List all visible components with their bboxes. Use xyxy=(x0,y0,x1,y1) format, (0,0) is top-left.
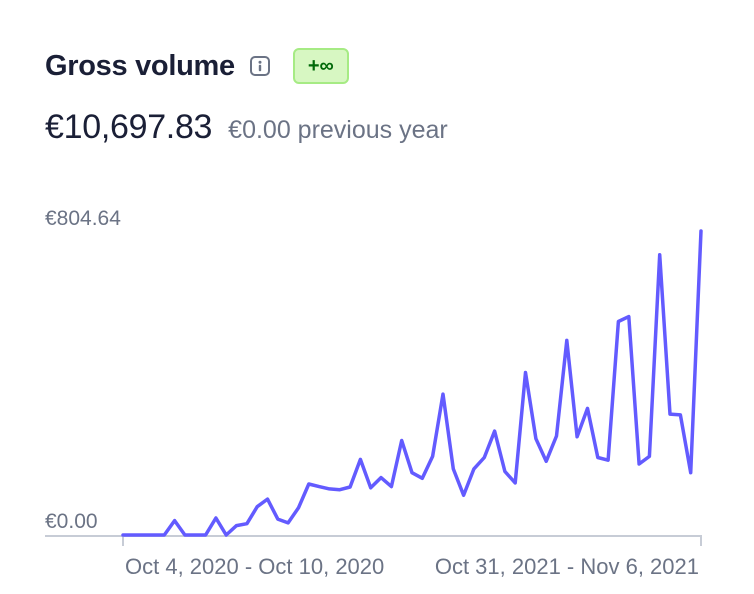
data-point[interactable] xyxy=(148,529,160,541)
data-point[interactable] xyxy=(582,402,594,414)
series-group xyxy=(117,225,707,541)
data-point[interactable] xyxy=(520,367,532,379)
data-point[interactable] xyxy=(509,477,521,489)
data-point[interactable] xyxy=(437,388,449,400)
previous-year-value: €0.00 previous year xyxy=(228,116,448,144)
data-point[interactable] xyxy=(117,529,129,541)
data-point[interactable] xyxy=(561,334,573,346)
data-point[interactable] xyxy=(427,450,439,462)
data-point[interactable] xyxy=(406,467,418,479)
data-point[interactable] xyxy=(272,513,284,525)
data-point[interactable] xyxy=(447,463,459,475)
data-point[interactable] xyxy=(169,515,181,527)
data-point[interactable] xyxy=(489,425,501,437)
data-point[interactable] xyxy=(200,529,212,541)
data-point[interactable] xyxy=(189,529,201,541)
data-point[interactable] xyxy=(344,481,356,493)
data-point[interactable] xyxy=(396,435,408,447)
data-point[interactable] xyxy=(685,467,697,479)
data-point[interactable] xyxy=(602,454,614,466)
data-point[interactable] xyxy=(530,433,542,445)
data-point[interactable] xyxy=(313,481,325,493)
x-axis-start-label: Oct 4, 2020 - Oct 10, 2020 xyxy=(125,554,384,579)
data-point[interactable] xyxy=(674,409,686,421)
data-point[interactable] xyxy=(695,225,707,237)
data-point[interactable] xyxy=(499,466,511,478)
data-point[interactable] xyxy=(158,529,170,541)
data-point[interactable] xyxy=(262,493,274,505)
data-point[interactable] xyxy=(354,453,366,465)
data-point[interactable] xyxy=(592,452,604,464)
data-point[interactable] xyxy=(385,481,397,493)
data-point[interactable] xyxy=(210,512,222,524)
data-point[interactable] xyxy=(468,463,480,475)
x-axis-end-label: Oct 31, 2021 - Nov 6, 2021 xyxy=(435,554,699,579)
summary-row: €10,697.83 €0.00 previous year xyxy=(45,108,448,147)
data-point[interactable] xyxy=(571,431,583,443)
chart-header: Gross volume +∞ xyxy=(45,48,349,84)
data-point[interactable] xyxy=(664,408,676,420)
data-point[interactable] xyxy=(643,450,655,462)
data-point[interactable] xyxy=(540,455,552,467)
data-point[interactable] xyxy=(365,482,377,494)
data-point[interactable] xyxy=(220,529,232,541)
data-point[interactable] xyxy=(375,472,387,484)
data-point[interactable] xyxy=(623,311,635,323)
data-point[interactable] xyxy=(241,518,253,530)
data-point[interactable] xyxy=(633,458,645,470)
data-point[interactable] xyxy=(251,501,263,513)
y-axis-max-label: €804.64 xyxy=(45,207,121,230)
data-point[interactable] xyxy=(416,472,428,484)
data-point[interactable] xyxy=(458,489,470,501)
data-point[interactable] xyxy=(282,517,294,529)
data-point[interactable] xyxy=(612,316,624,328)
data-point[interactable] xyxy=(654,249,666,261)
data-point[interactable] xyxy=(179,529,191,541)
data-point[interactable] xyxy=(231,520,243,532)
data-point[interactable] xyxy=(478,452,490,464)
current-value: €10,697.83 xyxy=(45,108,213,146)
y-axis-min-label: €0.00 xyxy=(45,510,98,533)
data-point[interactable] xyxy=(323,483,335,495)
gross-volume-line xyxy=(121,229,703,537)
chart-title: Gross volume xyxy=(45,49,235,82)
change-badge: +∞ xyxy=(292,48,349,84)
data-point[interactable] xyxy=(138,529,150,541)
data-point[interactable] xyxy=(303,478,315,490)
data-point[interactable] xyxy=(293,502,305,514)
info-icon[interactable] xyxy=(249,55,271,77)
data-point[interactable] xyxy=(334,484,346,496)
data-point[interactable] xyxy=(551,430,563,442)
data-point[interactable] xyxy=(127,529,139,541)
